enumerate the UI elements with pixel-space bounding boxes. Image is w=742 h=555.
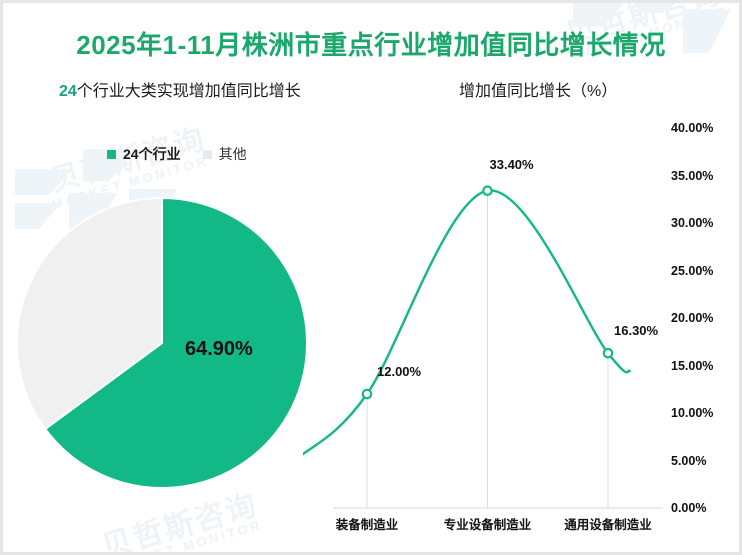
legend-item-24-industries[interactable]: 24个行业 bbox=[107, 144, 181, 164]
page-title-range: 1-11 bbox=[162, 30, 216, 60]
legend-swatch-gray bbox=[202, 149, 212, 159]
page-title-year: 2025 bbox=[76, 30, 137, 60]
x-axis-tick-1: 专业设备制造业 bbox=[443, 518, 532, 532]
x-axis-tick-0: 装备制造业 bbox=[335, 518, 399, 532]
line-chart bbox=[303, 113, 739, 552]
watermark-text-en-bottom: MARKET MONITOR bbox=[104, 516, 265, 555]
line-chart-subtitle: 增加值同比增长（%） bbox=[459, 83, 618, 100]
data-label-2: 16.30% bbox=[614, 323, 659, 339]
pie-slice-other[interactable] bbox=[16, 196, 163, 431]
y-axis-tick-1500: 15.00% bbox=[671, 358, 714, 373]
pie-chart-svg bbox=[16, 196, 308, 489]
y-axis-tick-000: 0.00% bbox=[671, 501, 707, 515]
pie-slice-24-industries[interactable] bbox=[43, 196, 308, 489]
pie-chart-subtitle: 24个行业大类实现增加值同比增长 bbox=[59, 77, 301, 101]
legend-swatch-green bbox=[107, 149, 116, 159]
data-point-marker-2[interactable] bbox=[602, 347, 614, 359]
page-title: 2025年1-11月株洲市重点行业增加值同比增长情况 bbox=[3, 25, 739, 62]
x-axis-tick-2: 通用设备制造业 bbox=[564, 518, 652, 532]
data-label-1: 33.40% bbox=[489, 156, 534, 172]
y-axis-tick-2000: 20.00% bbox=[671, 311, 714, 325]
y-axis-tick-3000: 30.00% bbox=[671, 216, 714, 230]
pie-subtitle-rest: 个行业大类实现增加值同比增长 bbox=[76, 83, 301, 100]
data-label-0: 12.00% bbox=[377, 364, 422, 379]
pie-legend: 24个行业 其他 bbox=[107, 144, 247, 164]
y-axis-tick-4000: 40.00% bbox=[671, 121, 714, 135]
data-point-marker-0[interactable] bbox=[361, 388, 373, 400]
legend-item-other[interactable]: 其他 bbox=[202, 144, 247, 164]
pie-subtitle-highlight: 24 bbox=[59, 83, 77, 100]
page-title-rest: 月株洲市重点行业增加值同比增长情况 bbox=[215, 30, 666, 60]
y-axis-tick-3500: 35.00% bbox=[671, 168, 714, 183]
data-point-marker-1[interactable] bbox=[482, 185, 493, 196]
line-series-path bbox=[303, 189, 631, 456]
page-title-mid: 年 bbox=[136, 30, 163, 60]
legend-label-24-industries: 24个行业 bbox=[123, 146, 181, 162]
legend-label-other: 其他 bbox=[218, 146, 247, 162]
pie-value-label-24-industries: 64.90% bbox=[185, 338, 253, 360]
pie-chart bbox=[16, 193, 308, 493]
line-chart-svg bbox=[303, 185, 663, 509]
y-axis-tick-500: 5.00% bbox=[671, 453, 707, 468]
y-axis-tick-2500: 25.00% bbox=[671, 263, 714, 278]
y-axis-tick-1000: 10.00% bbox=[671, 406, 714, 420]
